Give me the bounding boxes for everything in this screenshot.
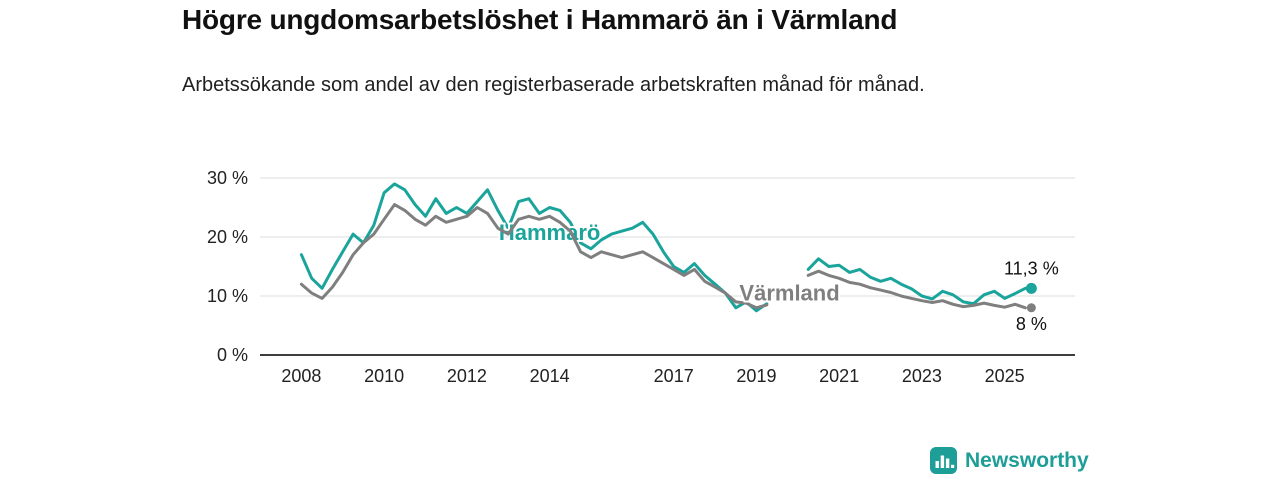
x-axis-label: 2023 [902,366,942,386]
newsworthy-logo-icon [930,447,957,474]
chart-title: Högre ungdomsarbetslöshet i Hammarö än i… [182,4,898,35]
x-axis-label: 2017 [654,366,694,386]
x-axis-label: 2010 [364,366,404,386]
chart-subtitle: Arbetssökande som andel av den registerb… [182,74,925,96]
series-label: Värmland [739,281,839,306]
latest-value-dot [1026,303,1036,313]
newsworthy-attribution: Newsworthy [930,447,1089,474]
latest-value-dot [1025,282,1037,294]
y-axis-label: 30 % [207,168,248,188]
x-axis-label: 2019 [736,366,776,386]
x-axis-label: 2025 [985,366,1025,386]
x-axis-label: 2012 [447,366,487,386]
newsworthy-wordmark: Newsworthy [965,448,1089,472]
y-axis-label: 0 % [217,345,248,365]
y-axis-label: 10 % [207,286,248,306]
series-line-hammar [299,182,1027,313]
x-axis-label: 2008 [281,366,321,386]
latest-value-label: 8 % [1016,314,1047,334]
x-axis-label: 2021 [819,366,859,386]
latest-value-label: 11,3 % [1004,258,1059,278]
series-line-vrmland [299,203,1027,310]
x-axis-label: 2014 [530,366,570,386]
y-axis-label: 20 % [207,227,248,247]
